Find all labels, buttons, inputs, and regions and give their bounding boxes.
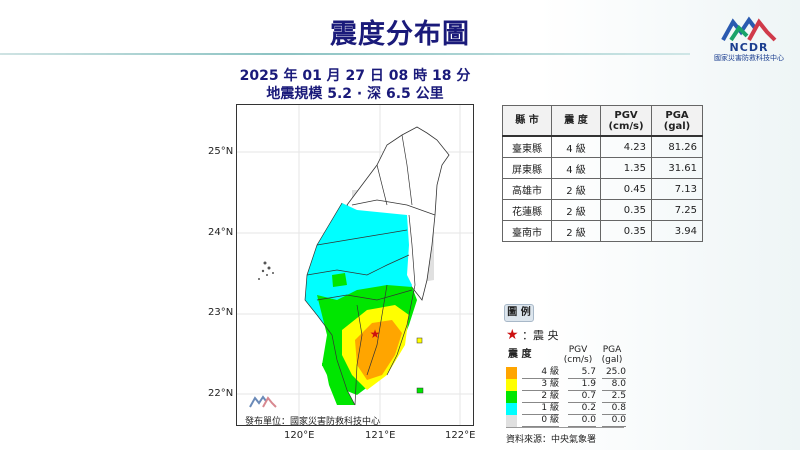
event-magnitude-depth: 地震規模 5.2 · 深 6.5 公里 xyxy=(266,86,444,102)
color-swatch xyxy=(506,403,517,415)
star-icon: ★ xyxy=(506,327,519,343)
intensity-cell: 2 級 xyxy=(551,220,601,242)
table-row: 花蓮縣 2 級 0.35 7.25 xyxy=(502,199,703,221)
county-cell: 臺南市 xyxy=(502,220,552,242)
legend-intensity-header: 震 度 xyxy=(508,349,532,360)
color-swatch xyxy=(506,379,517,391)
col-pgv: PGV (cm/s) xyxy=(600,105,652,137)
lat-label-23: 23°N xyxy=(208,307,234,318)
pgv-cell: 0.45 xyxy=(600,178,652,200)
ncdr-mountain-icon xyxy=(721,16,777,42)
lat-label-25: 25°N xyxy=(208,146,234,157)
county-intensity-table: 縣 市 震 度 PGV (cm/s) PGA (gal) 臺東縣 4 級 4.23 … xyxy=(502,105,703,242)
taiwan-intensity-map: ★ xyxy=(237,105,473,425)
legend-row-1: 1 級 0.2 0.8 xyxy=(506,403,626,415)
table-row: 屏東縣 4 級 1.35 31.61 xyxy=(502,157,703,179)
legend-pgv-header: PGV (cm/s) xyxy=(563,345,593,365)
pga-cell: 81.26 xyxy=(651,135,703,158)
pga-cell: 31.61 xyxy=(651,157,703,179)
pgv-cell: 1.35 xyxy=(600,157,652,179)
legend-row-2: 2 級 0.7 2.5 xyxy=(506,391,626,403)
issuer-text: 發布單位：國家災害防救科技中心 xyxy=(245,417,381,427)
lat-label-24: 24°N xyxy=(208,227,234,238)
color-swatch xyxy=(506,367,517,379)
page-title: 震度分布圖 xyxy=(330,19,470,50)
pga-cell: 7.13 xyxy=(651,178,703,200)
county-cell: 花蓮縣 xyxy=(502,199,552,221)
legend-row-0: 0 級 0.0 0.0 xyxy=(506,415,626,427)
col-pga: PGA (gal) xyxy=(651,105,703,137)
county-cell: 高雄市 xyxy=(502,178,552,200)
lon-label-120: 120°E xyxy=(284,430,315,441)
pga-cell: 7.25 xyxy=(651,199,703,221)
table-row: 高雄市 2 級 0.45 7.13 xyxy=(502,178,703,200)
legend-title: 圖 例 xyxy=(504,304,534,322)
table-row: 臺南市 2 級 0.35 3.94 xyxy=(502,220,703,242)
pgv-cell: 0.35 xyxy=(600,199,652,221)
legend-pga-header: PGA (gal) xyxy=(601,345,623,365)
epicenter-star-icon: ★ xyxy=(370,327,381,341)
title-divider xyxy=(0,53,690,55)
pgv-cell: 0.35 xyxy=(600,220,652,242)
county-cell: 臺東縣 xyxy=(502,135,552,158)
intensity-cell: 4 級 xyxy=(551,135,601,158)
col-intensity: 震 度 xyxy=(551,105,601,137)
legend-divider xyxy=(506,427,624,428)
event-datetime: 2025 年 01 月 27 日 08 時 18 分 xyxy=(239,68,471,84)
intensity-cell: 2 級 xyxy=(551,199,601,221)
logo-org-name: 國家災害防救科技中心 xyxy=(714,54,784,62)
legend-epicenter: ★ ：震 央 xyxy=(506,327,559,343)
intensity-map: ★ xyxy=(236,104,474,426)
county-cell: 屏東縣 xyxy=(502,157,552,179)
lon-label-122: 122°E xyxy=(445,430,476,441)
lon-label-121: 121°E xyxy=(365,430,396,441)
ncdr-logo: NCDR 國家災害防救科技中心 xyxy=(704,14,794,63)
intensity-cell: 2 級 xyxy=(551,178,601,200)
color-swatch xyxy=(506,391,517,403)
pga-cell: 3.94 xyxy=(651,220,703,242)
intensity-cell: 4 級 xyxy=(551,157,601,179)
color-swatch xyxy=(506,415,517,427)
legend-row-3: 3 級 1.9 8.0 xyxy=(506,379,626,391)
col-county: 縣 市 xyxy=(502,105,552,137)
lat-label-22: 22°N xyxy=(208,388,234,399)
data-source: 資料來源：中央氣象署 xyxy=(506,435,597,445)
pgv-cell: 4.23 xyxy=(600,135,652,158)
logo-text: NCDR xyxy=(729,41,769,54)
map-ncdr-logo-icon xyxy=(248,393,278,415)
table-row: 臺東縣 4 級 4.23 81.26 xyxy=(502,135,703,158)
legend-row-4: 4 級 5.7 25.0 xyxy=(506,367,626,379)
